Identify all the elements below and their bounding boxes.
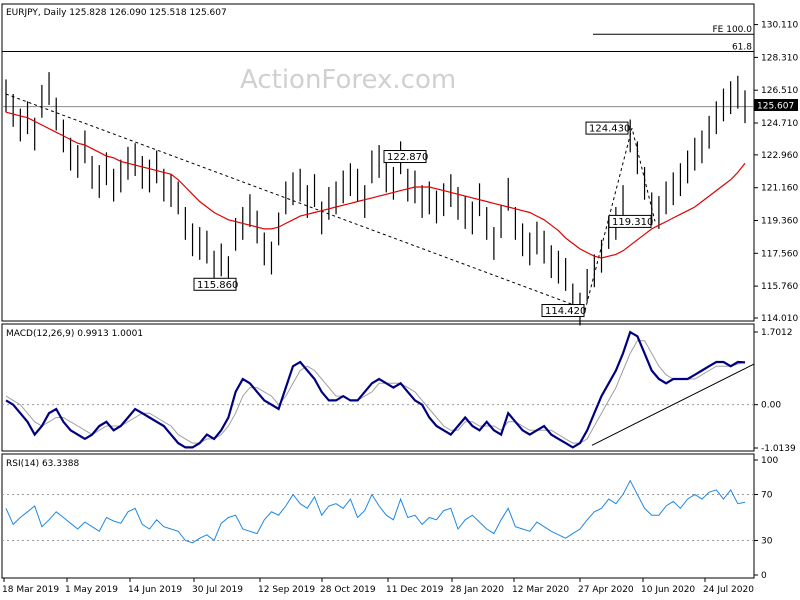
price-annotation-box xyxy=(541,304,585,318)
price-annotation-box xyxy=(383,150,427,164)
price-annotation-box xyxy=(193,277,237,291)
price-annotations: 115.860 122.870 114.420 124.430 119.310 xyxy=(193,121,653,318)
fib-label: FE 100.0 xyxy=(713,25,753,35)
macd-y-axis: 1.7012 0.00 -1.0139 xyxy=(754,328,796,454)
x-tick-label: 28 Jan 2020 xyxy=(450,585,504,595)
rsi-y-axis: 100 70 30 0 xyxy=(754,456,778,581)
y-tick-label: 122.960 xyxy=(761,151,798,161)
x-tick-label: 30 Jul 2019 xyxy=(192,585,243,595)
y-tick-label: -1.0139 xyxy=(761,444,796,454)
price-title: EURJPY, Daily 125.828 126.090 125.518 12… xyxy=(6,8,227,18)
y-tick-label: 117.560 xyxy=(761,249,798,259)
y-tick-label: 30 xyxy=(761,537,773,547)
y-tick-label: 115.760 xyxy=(761,282,798,292)
x-tick-label: 12 Mar 2020 xyxy=(512,585,569,595)
price-annotation-label: 115.860 xyxy=(197,280,238,291)
y-tick-label: 1.7012 xyxy=(761,328,793,338)
y-tick-label: 70 xyxy=(761,491,773,501)
x-tick-label: 1 May 2019 xyxy=(65,585,118,595)
rsi-panel xyxy=(1,453,755,579)
price-annotation-box xyxy=(585,121,629,135)
rsi-line xyxy=(5,479,746,544)
y-tick-label: 0 xyxy=(761,571,767,581)
y-tick-label: 119.360 xyxy=(761,216,798,226)
macd-line xyxy=(5,330,746,449)
x-tick-label: 27 Apr 2020 xyxy=(578,585,634,595)
price-y-axis: 130.110 128.310 126.510 124.710 122.960 121.1… xyxy=(754,21,798,324)
price-annotation-label: 114.420 xyxy=(545,306,586,317)
macd-signal-line xyxy=(5,340,746,444)
y-tick-label: 114.010 xyxy=(761,314,798,324)
y-tick-label: 124.710 xyxy=(761,119,798,129)
x-tick-label: 24 Jul 2020 xyxy=(703,585,754,595)
moving-average-line xyxy=(5,111,746,259)
price-plot: FE 100.0 61.8 xyxy=(2,25,754,326)
y-tick-label: 130.110 xyxy=(761,21,798,31)
x-tick-label: 18 Mar 2019 xyxy=(2,585,59,595)
last-price-label: 125.607 xyxy=(757,102,794,112)
x-tick-label: 12 Sep 2019 xyxy=(258,585,315,595)
wave-projection xyxy=(584,127,656,311)
y-tick-label: 126.510 xyxy=(761,86,798,96)
macd-plot xyxy=(2,330,755,449)
trendline xyxy=(5,93,586,310)
x-tick-label: 10 Jun 2020 xyxy=(641,585,695,595)
macd-title: MACD(12,26,9) 0.9913 1.0001 xyxy=(6,329,143,339)
price-annotation-label: 124.430 xyxy=(589,124,630,135)
y-tick-label: 121.160 xyxy=(761,184,798,194)
y-tick-label: 0.00 xyxy=(761,401,781,411)
rsi-title: RSI(14) 63.3388 xyxy=(6,459,79,469)
x-tick-label: 11 Dec 2019 xyxy=(386,585,444,595)
x-tick-label: 14 Jun 2019 xyxy=(128,585,182,595)
last-price-marker: 125.607 xyxy=(754,99,798,112)
price-annotation-box xyxy=(608,214,652,228)
rsi-plot xyxy=(2,479,754,544)
price-annotation-label: 122.870 xyxy=(387,152,428,163)
y-tick-label: 128.310 xyxy=(761,53,798,63)
y-tick-label: 100 xyxy=(761,456,778,466)
price-annotation-label: 119.310 xyxy=(612,217,653,228)
macd-trendline xyxy=(591,363,755,446)
x-axis: 18 Mar 2019 1 May 2019 14 Jun 2019 30 Jul 2… xyxy=(2,578,754,595)
fib-label: 61.8 xyxy=(732,43,752,53)
price-panel xyxy=(1,3,755,322)
watermark: ActionForex.com xyxy=(240,65,456,95)
macd-panel xyxy=(1,323,755,452)
x-tick-label: 28 Oct 2019 xyxy=(320,585,376,595)
